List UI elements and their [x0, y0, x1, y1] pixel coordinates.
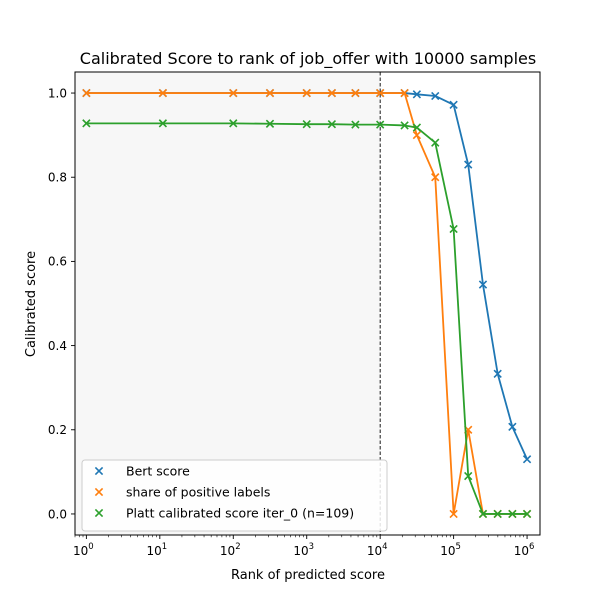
legend-label-2: share of positive labels	[126, 485, 270, 500]
series-3-point	[508, 509, 517, 519]
y-tick-label: 0.8	[48, 171, 67, 185]
legend-label-1: Bert score	[126, 464, 190, 479]
y-tick-label: 0.4	[48, 339, 67, 353]
series-2-point	[412, 130, 422, 140]
series-1-point	[478, 280, 488, 289]
series-2-point	[400, 88, 409, 98]
y-axis-label: Calibrated score	[24, 251, 39, 357]
series-1-point	[412, 90, 422, 99]
series-2-point	[327, 88, 337, 98]
series-3-point	[376, 120, 385, 129]
series-3-point	[302, 120, 311, 129]
y-tick-label: 0.0	[48, 507, 67, 521]
series-2-point	[82, 88, 91, 98]
series-1-point	[493, 369, 502, 378]
series-3-point	[412, 123, 422, 132]
series-3-point	[449, 224, 458, 234]
series-1-point	[508, 422, 517, 431]
x-tick-label: 106	[514, 542, 535, 558]
series-1-point	[522, 455, 532, 464]
series-3-point	[351, 120, 360, 129]
series-1-point	[431, 91, 440, 101]
x-tick-label: 103	[293, 542, 314, 558]
legend-box	[81, 459, 388, 532]
series-2-point	[265, 88, 275, 98]
series-3-point	[265, 119, 275, 128]
threshold-shade	[75, 72, 381, 535]
series-3-point	[522, 509, 532, 519]
series-2-point	[302, 88, 311, 98]
legend-marker-3	[94, 508, 104, 518]
series-3-point	[229, 119, 238, 128]
x-tick-label: 100	[73, 542, 94, 558]
series-3-point	[478, 509, 488, 519]
legend-marker-2	[94, 487, 104, 497]
x-axis-label: Rank of predicted score	[231, 568, 385, 583]
series-3-point	[493, 509, 502, 519]
series-2-point	[229, 88, 238, 98]
series-1-point	[464, 160, 473, 169]
series-3-point	[464, 471, 473, 481]
x-tick-label: 101	[146, 542, 167, 558]
axes-frame	[74, 71, 541, 536]
series-2-point	[158, 88, 168, 98]
y-tick-label: 1.0	[48, 86, 67, 100]
y-tick-label: 0.2	[48, 423, 67, 437]
y-tick-label: 0.6	[48, 255, 67, 269]
plot-area: 100 101 102 103 104 105 106 0.0 0.2 0.4 0.6 0.8 1.0 B…	[48, 71, 541, 558]
series-2-point	[376, 88, 385, 98]
series-3-point	[327, 120, 337, 129]
series-3-point	[82, 119, 91, 128]
series-2-point	[351, 88, 360, 98]
series-1-point	[449, 100, 458, 109]
chart-title: Calibrated Score to rank of job_offer wi…	[80, 49, 536, 69]
x-tick-label: 102	[220, 542, 241, 558]
series-3-point	[158, 119, 168, 128]
series-2-point	[449, 509, 458, 519]
legend-label-3: Platt calibrated score iter_0 (n=109)	[126, 506, 354, 521]
series-3-point	[431, 138, 440, 147]
legend-marker-1	[94, 466, 104, 476]
x-tick-label: 104	[367, 542, 388, 558]
series-3-point	[400, 121, 409, 130]
series-2-point	[431, 173, 440, 182]
x-tick-label: 105	[440, 542, 461, 558]
